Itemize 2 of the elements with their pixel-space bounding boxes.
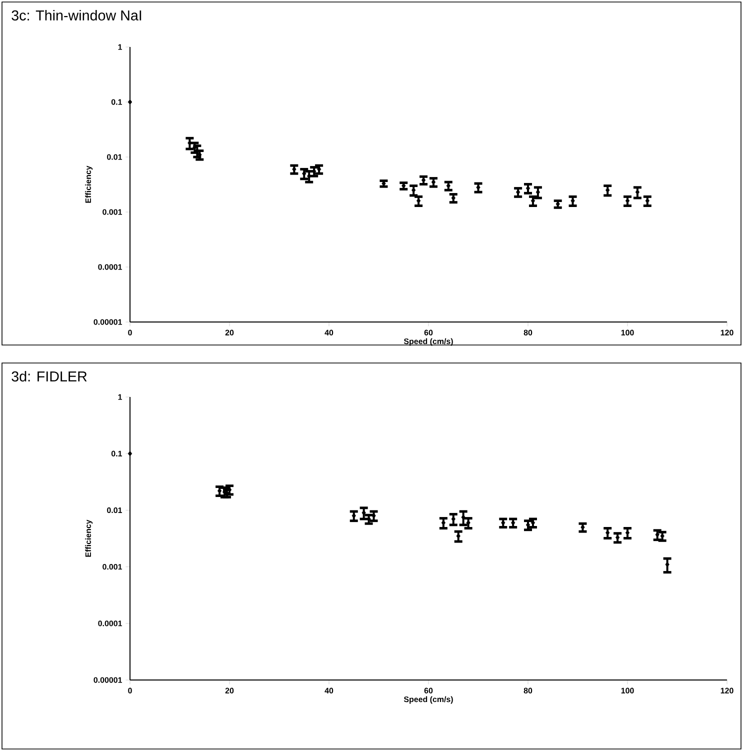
chart-title: 3c: Thin-window NaI	[12, 10, 142, 21]
chart-title: 3d: FIDLER	[12, 370, 87, 382]
